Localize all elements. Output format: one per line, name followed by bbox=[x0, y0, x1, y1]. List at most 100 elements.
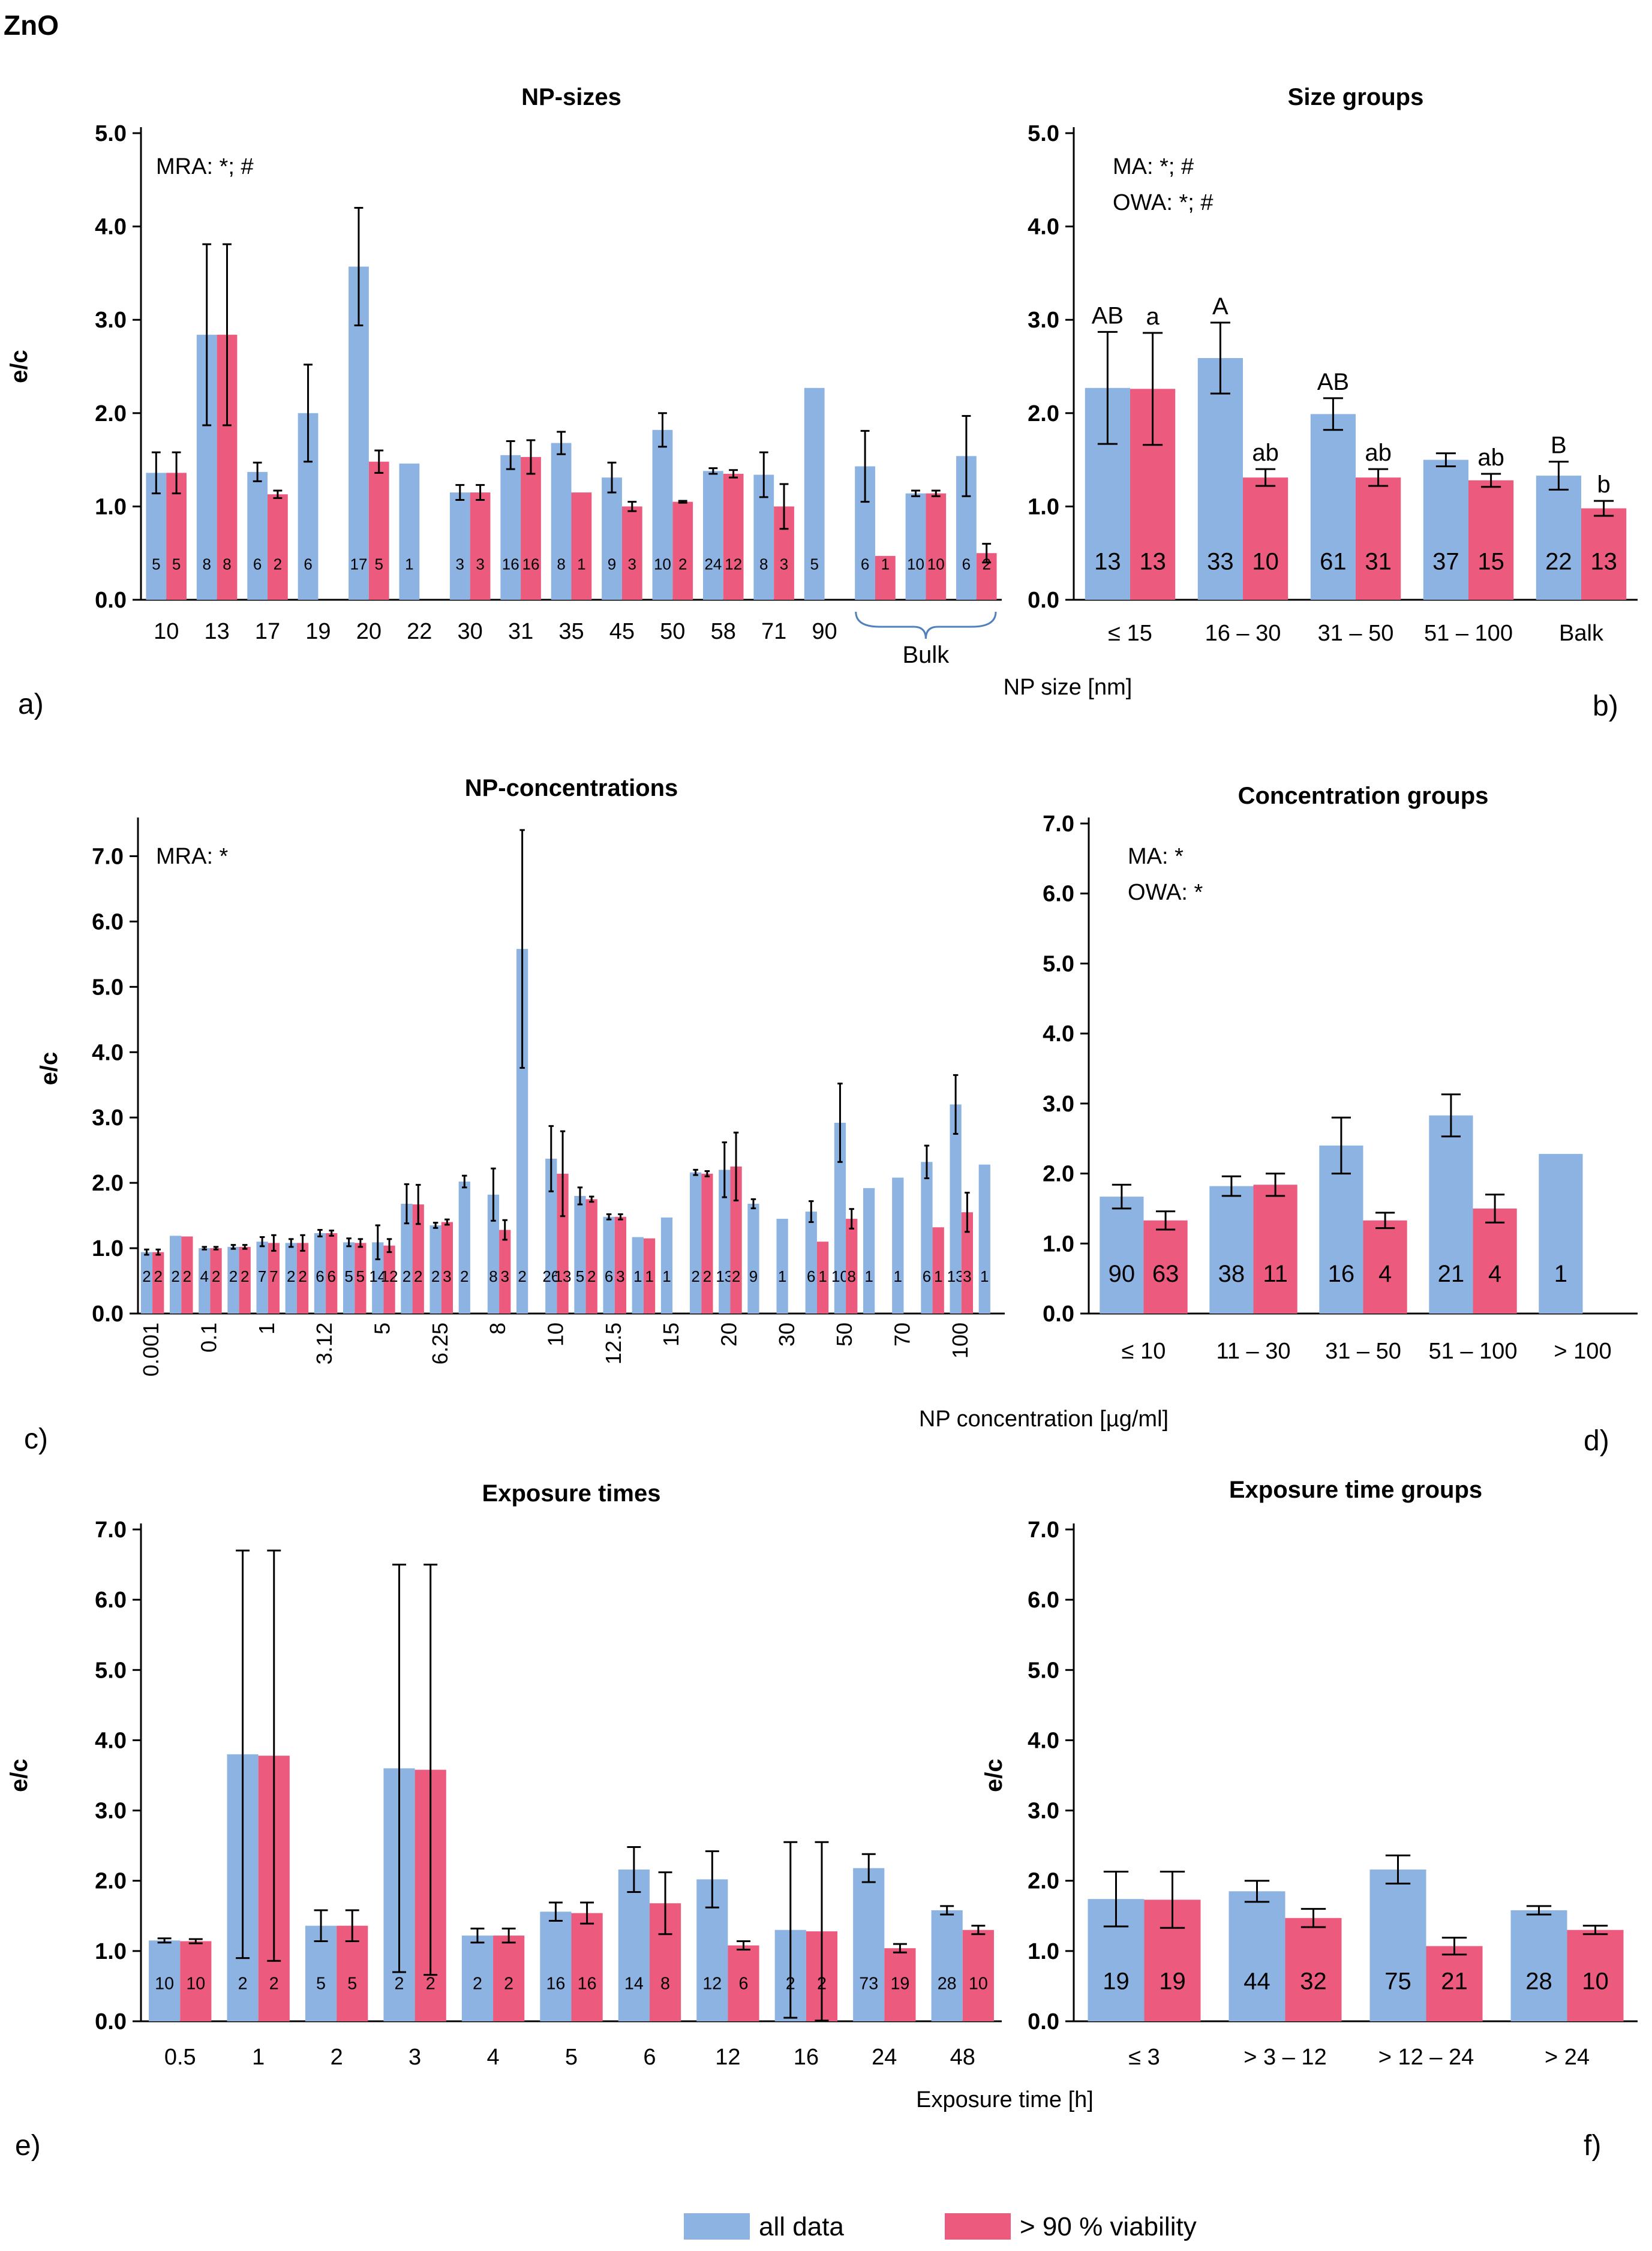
bar-all-data bbox=[702, 471, 723, 600]
bar-viability bbox=[239, 1246, 251, 1314]
n-count-label: 9 bbox=[749, 1267, 758, 1285]
n-count-label: 37 bbox=[1432, 548, 1459, 575]
y-tick-label: 3.0 bbox=[1028, 308, 1059, 333]
n-count-label: 17 bbox=[350, 555, 368, 573]
x-tick-label: 20 bbox=[356, 619, 382, 644]
x-tick-label: 50 bbox=[660, 619, 685, 644]
n-count-label: 6 bbox=[923, 1267, 931, 1285]
bar-viability bbox=[210, 1248, 222, 1314]
legend: all data > 90 % viability bbox=[684, 2212, 1197, 2241]
bar-viability bbox=[557, 1173, 569, 1314]
bar-all-data bbox=[429, 1225, 441, 1314]
n-count-label: 2 bbox=[414, 1267, 422, 1285]
bar-viability bbox=[962, 1930, 994, 2021]
bar-viability bbox=[1243, 477, 1288, 600]
bar-viability bbox=[932, 1227, 944, 1314]
x-tick-label: 1 bbox=[254, 1323, 279, 1335]
bar-viability bbox=[961, 1212, 974, 1314]
bar-all-data bbox=[500, 455, 521, 600]
bar-all-data bbox=[227, 1246, 239, 1314]
x-tick-label: 13 bbox=[204, 619, 229, 644]
y-tick-label: 2.0 bbox=[92, 1171, 124, 1196]
y-tick-label: 3.0 bbox=[95, 1799, 127, 1824]
bar-all-data bbox=[540, 1912, 572, 2021]
x-tick-label: 0.1 bbox=[196, 1323, 221, 1353]
bar-viability bbox=[723, 473, 744, 600]
bar-viability bbox=[470, 492, 491, 600]
n-count-label: 2 bbox=[183, 1267, 191, 1285]
bar-viability bbox=[1567, 1930, 1624, 2021]
bar-all-data bbox=[618, 1869, 650, 2021]
n-count-label: 22 bbox=[1545, 548, 1572, 575]
n-count-label: 10 bbox=[186, 1974, 205, 1994]
panel-label: c) bbox=[24, 1423, 48, 1455]
bar-viability bbox=[493, 1936, 525, 2021]
n-count-label: 1 bbox=[577, 555, 585, 573]
n-count-label: 5 bbox=[316, 1974, 326, 1994]
bar-viability bbox=[181, 1236, 193, 1314]
x-tick-label: 50 bbox=[832, 1323, 857, 1347]
y-tick-label: 6.0 bbox=[1043, 882, 1074, 907]
n-count-label: 2 bbox=[241, 1267, 249, 1285]
panel-label: e) bbox=[15, 2130, 41, 2162]
n-count-label: 2 bbox=[395, 1974, 404, 1994]
n-count-label: 10 bbox=[1252, 548, 1279, 575]
significance-letter: b bbox=[1597, 471, 1610, 498]
bar-viability bbox=[585, 1199, 597, 1314]
y-tick-label: 5.0 bbox=[1028, 121, 1059, 146]
bar-all-data bbox=[776, 1219, 788, 1314]
bar-all-data bbox=[199, 1248, 211, 1314]
n-count-label: 2 bbox=[691, 1267, 699, 1285]
bar-all-data bbox=[950, 1104, 962, 1314]
x-tick-label: 2 bbox=[331, 2045, 343, 2070]
n-count-label: 32 bbox=[1300, 1969, 1327, 1995]
bar-all-data bbox=[399, 463, 420, 600]
y-tick-label: 1.0 bbox=[1028, 1939, 1059, 1964]
x-tick-label: 10 bbox=[154, 619, 179, 644]
n-count-label: 16 bbox=[502, 555, 519, 573]
bar-viability bbox=[180, 1941, 212, 2021]
bar-all-data bbox=[1510, 1910, 1567, 2021]
y-tick-label: 1.0 bbox=[95, 1939, 127, 1964]
legend-label-all-data: all data bbox=[759, 2212, 844, 2241]
bar-viability bbox=[383, 1245, 395, 1314]
chart-d: Concentration groups d) 0.0 1.0 2.0 3.0 4.0 5.0… bbox=[1043, 783, 1638, 1457]
n-count-label: 19 bbox=[890, 1974, 909, 1994]
y-tick-label: 6.0 bbox=[1028, 1588, 1059, 1613]
x-tick-label: Balk bbox=[1559, 621, 1604, 646]
bar-all-data bbox=[574, 1195, 586, 1314]
x-tick-label: 22 bbox=[407, 619, 432, 644]
bar-all-data bbox=[1429, 1115, 1473, 1314]
y-tick-label: 1.0 bbox=[92, 1236, 124, 1261]
bar-all-data bbox=[285, 1243, 297, 1314]
bar-viability bbox=[1143, 1220, 1188, 1314]
n-count-label: 1 bbox=[645, 1267, 653, 1285]
x-tick-label: 4 bbox=[486, 2045, 499, 2070]
x-tick-label: 3 bbox=[409, 2045, 421, 2070]
bar-all-data bbox=[449, 492, 470, 600]
n-count-label: 6 bbox=[253, 555, 262, 573]
bar-all-data bbox=[140, 1252, 153, 1314]
n-count-label: 5 bbox=[347, 1974, 357, 1994]
bar-all-data bbox=[719, 1170, 731, 1314]
x-tick-label: 51 – 100 bbox=[1424, 621, 1513, 646]
x-tick-label: 90 bbox=[812, 619, 837, 644]
legend-label-viability: > 90 % viability bbox=[1020, 2212, 1197, 2241]
x-tick-label: 3.12 bbox=[312, 1323, 337, 1365]
n-count-label: 2 bbox=[817, 1974, 827, 1994]
n-count-label: 3 bbox=[500, 1267, 509, 1285]
bar-all-data bbox=[834, 1122, 846, 1314]
chart-title: Exposure time groups bbox=[1229, 1477, 1482, 1503]
chart-title: NP-concentrations bbox=[465, 775, 678, 801]
n-count-label: 12 bbox=[702, 1974, 722, 1994]
legend-swatch-all-data bbox=[684, 2213, 750, 2240]
x-tick-label: 70 bbox=[890, 1323, 914, 1347]
significance-letter: a bbox=[1146, 303, 1160, 330]
x-tick-label: 0.5 bbox=[164, 2045, 196, 2070]
y-axis-label: e/c bbox=[36, 1052, 62, 1086]
y-tick-label: 2.0 bbox=[95, 1869, 127, 1894]
x-tick-label: 5 bbox=[370, 1323, 394, 1335]
x-tick-label: > 12 – 24 bbox=[1378, 2045, 1474, 2070]
y-axis-label: e/c bbox=[6, 1759, 32, 1792]
